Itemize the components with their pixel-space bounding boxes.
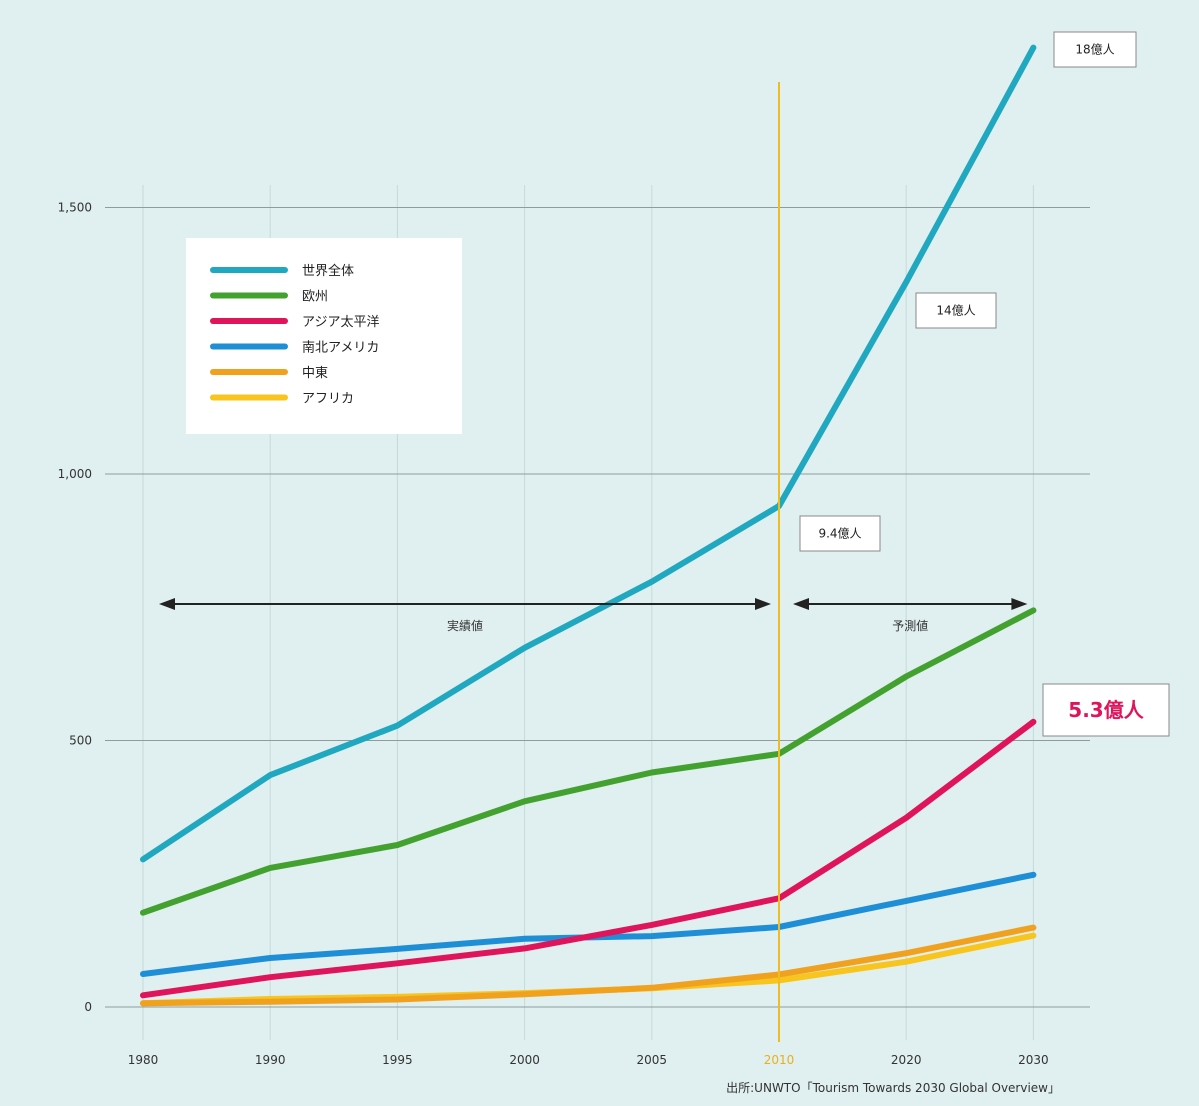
xtick-label: 2005: [637, 1053, 668, 1067]
annotation-text: 14億人: [936, 304, 975, 318]
xtick-label: 2000: [509, 1053, 540, 1067]
annotations: 18億人 14億人 9.4億人 5.3億人: [799, 31, 1170, 737]
series-lines: [140, 44, 1037, 1007]
legend-label: 欧州: [302, 290, 328, 305]
legend-label: アフリカ: [302, 392, 354, 407]
legend-label: 中東: [302, 365, 328, 381]
range-arrow-予測値: 予測値: [793, 598, 1028, 633]
xtick-label: 2030: [1018, 1053, 1049, 1067]
xtick-label: 1995: [382, 1053, 413, 1067]
series-line-アジア太平洋: [140, 718, 1037, 999]
range-label: 実績値: [447, 618, 483, 633]
ytick-label: 0: [84, 1000, 92, 1014]
legend-item: 南北アメリカ: [210, 340, 379, 356]
annotation-text: 9.4億人: [818, 527, 861, 541]
legend-label: アジア太平洋: [302, 315, 379, 330]
legend-item: アジア太平洋: [210, 315, 379, 330]
xtick-label: 2020: [891, 1053, 922, 1067]
ytick-label: 500: [69, 734, 92, 748]
annotation-box: 9.4億人: [799, 515, 881, 552]
annotation-text: 18億人: [1075, 43, 1114, 57]
legend-label: 世界全体: [302, 263, 354, 279]
y-tick-labels: 0 500 1,000 1,500: [58, 201, 92, 1015]
annotation-box: 18億人: [1053, 31, 1137, 68]
legend-item: 世界全体: [210, 263, 354, 279]
legend-item: アフリカ: [210, 392, 354, 407]
legend-item: 中東: [210, 365, 328, 381]
x-tick-labels: 1980 1990 1995 2000 2005 2010 2020 2030: [128, 1053, 1049, 1067]
xtick-label: 1990: [255, 1053, 286, 1067]
range-label: 予測値: [892, 618, 928, 633]
series-line-欧州: [140, 607, 1037, 916]
xtick-label: 1980: [128, 1053, 159, 1067]
horizontal-grid: [105, 207, 1090, 1008]
series-line-中東: [140, 924, 1037, 1007]
range-arrow-実績値: 実績値: [159, 598, 771, 633]
ytick-label: 1,500: [58, 201, 92, 215]
legend-label: 南北アメリカ: [302, 340, 379, 356]
annotation-text: 5.3億人: [1068, 698, 1144, 722]
series-line-世界全体: [140, 44, 1037, 863]
source-caption: 出所:UNWTO「Tourism Towards 2030 Global Ove…: [726, 1081, 1060, 1095]
ytick-label: 1,000: [58, 467, 92, 481]
xtick-label: 2010: [764, 1053, 795, 1067]
annotation-box: 14億人: [915, 292, 997, 329]
annotation-box: 5.3億人: [1042, 683, 1170, 737]
legend-item: 欧州: [210, 290, 328, 305]
range-arrows: 実績値 予測値: [159, 598, 1028, 633]
